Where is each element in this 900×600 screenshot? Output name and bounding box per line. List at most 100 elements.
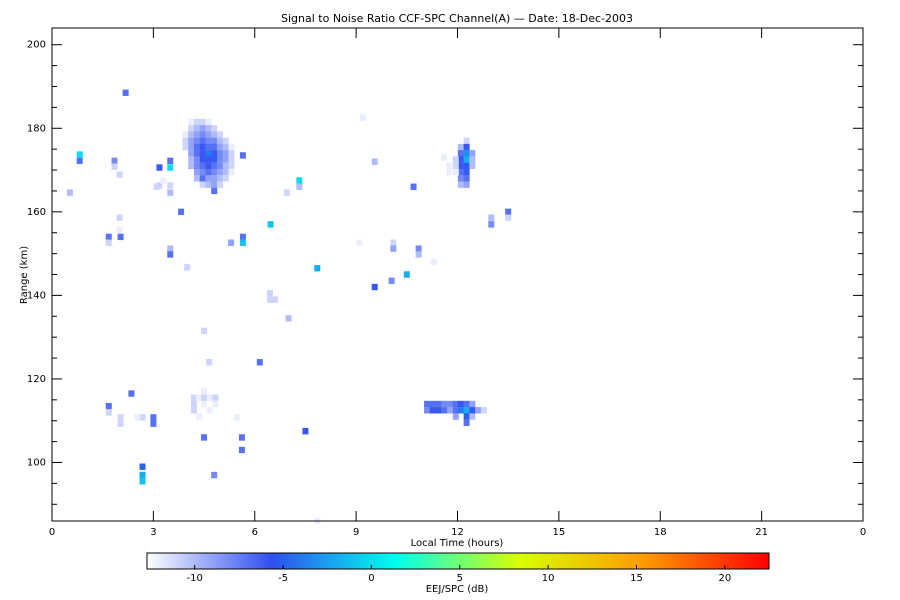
heatmap-cell [201,400,208,408]
y-tick-label: 120 [27,374,46,385]
heatmap-cell [457,407,464,414]
heatmap-cell [199,150,206,157]
heatmap-cell [452,413,459,420]
heatmap-cell [76,157,83,165]
heatmap-cell [211,125,218,132]
heatmap-cell [267,221,274,228]
heatmap-cell [205,168,212,176]
heatmap-cell [469,413,476,420]
heatmap-cell [435,400,442,408]
heatmap-cell [272,296,279,303]
heatmap-cell [211,150,218,157]
chart-title: Signal to Noise Ratio CCF-SPC Channel(A)… [281,12,633,25]
heatmap-cell [463,181,470,188]
heatmap-cell [105,239,112,246]
heatmap-cell [211,187,218,195]
colorbar-tick-label: -10 [187,573,203,584]
heatmap-cell [195,394,202,401]
heatmap-cell [441,407,448,414]
heatmap-cell [188,125,195,132]
heatmap-cell [216,156,223,163]
heatmap-cell [463,150,470,157]
heatmap-cell [66,189,73,196]
heatmap-cell [475,407,482,414]
heatmap-cell [216,131,223,138]
heatmap-cell [201,434,208,441]
heatmap-cell [211,168,218,176]
heatmap-cell [266,290,273,297]
heatmap-cell [390,245,397,252]
heatmap-cell [457,400,464,408]
heatmap-cell [463,413,470,420]
heatmap-cell [211,181,218,188]
heatmap-cell [410,183,417,190]
heatmap-cell [296,177,303,184]
x-tick-label: 18 [654,527,667,538]
heatmap-cell [205,156,212,163]
heatmap-cell [469,150,476,157]
heatmap-cell [139,414,146,421]
heatmap-cell [199,125,206,132]
heatmap-cell [283,189,290,196]
heatmap-cell [452,162,459,170]
heatmap-cell [167,164,174,171]
heatmap-cell [206,394,213,401]
heatmap-cell [199,162,206,170]
heatmap-cell [211,143,218,151]
colorbar [146,552,770,570]
heatmap-cell [111,163,118,170]
heatmap-cell [463,137,470,145]
heatmap-cell [430,258,437,266]
heatmap-cell [429,400,436,408]
heatmap-cell [182,131,189,138]
heatmap-cell [153,183,160,190]
heatmap-cell [160,177,167,184]
heatmap-cell [205,118,212,126]
x-tick-label: 21 [755,527,768,538]
heatmap-cell [139,463,146,470]
heatmap-cell [150,420,157,427]
heatmap-cell [388,277,395,284]
heatmap-cell [238,434,245,441]
heatmap-cell [238,446,245,454]
y-tick-label: 140 [27,290,46,301]
heatmap-cell [314,265,321,272]
heatmap-cell [105,409,112,416]
x-tick-label: 9 [353,527,359,538]
heatmap-cell [447,407,454,414]
heatmap-cell [188,137,195,145]
heatmap-cell [205,181,212,188]
heatmap-cell [117,233,124,241]
heatmap-cell [447,400,454,408]
heatmap-cell [222,175,229,182]
heatmap-cell [359,114,366,122]
heatmap-cell [193,156,200,163]
heatmap-cell [199,131,206,138]
heatmap-cell [457,150,464,157]
colorbar-tick-label: 0 [368,573,374,584]
y-tick-label: 200 [27,40,46,51]
heatmap-cell [222,150,229,157]
heatmap-cell [457,162,464,170]
heatmap-cell [488,214,495,221]
heatmap-cell [222,137,229,145]
heatmap-cell [216,143,223,151]
heatmap-cell [216,168,223,176]
heatmap-cell [505,214,512,221]
heatmap-cell [76,151,83,158]
heatmap-cell [429,407,436,414]
heatmap-cell [122,89,129,96]
heatmap-cell [371,158,378,165]
heatmap-cell [193,137,200,145]
heatmap-cell [205,175,212,182]
heatmap-cell [134,414,141,421]
heatmap-cell [117,420,124,427]
heatmap-cell [206,407,213,414]
heatmap-cell [228,156,235,163]
heatmap-cell [469,400,476,408]
y-tick-label: 100 [27,458,46,469]
heatmap-cell [195,413,202,420]
heatmap-cell [111,157,118,165]
heatmap-cell [457,156,464,163]
heatmap-cell [239,239,246,246]
